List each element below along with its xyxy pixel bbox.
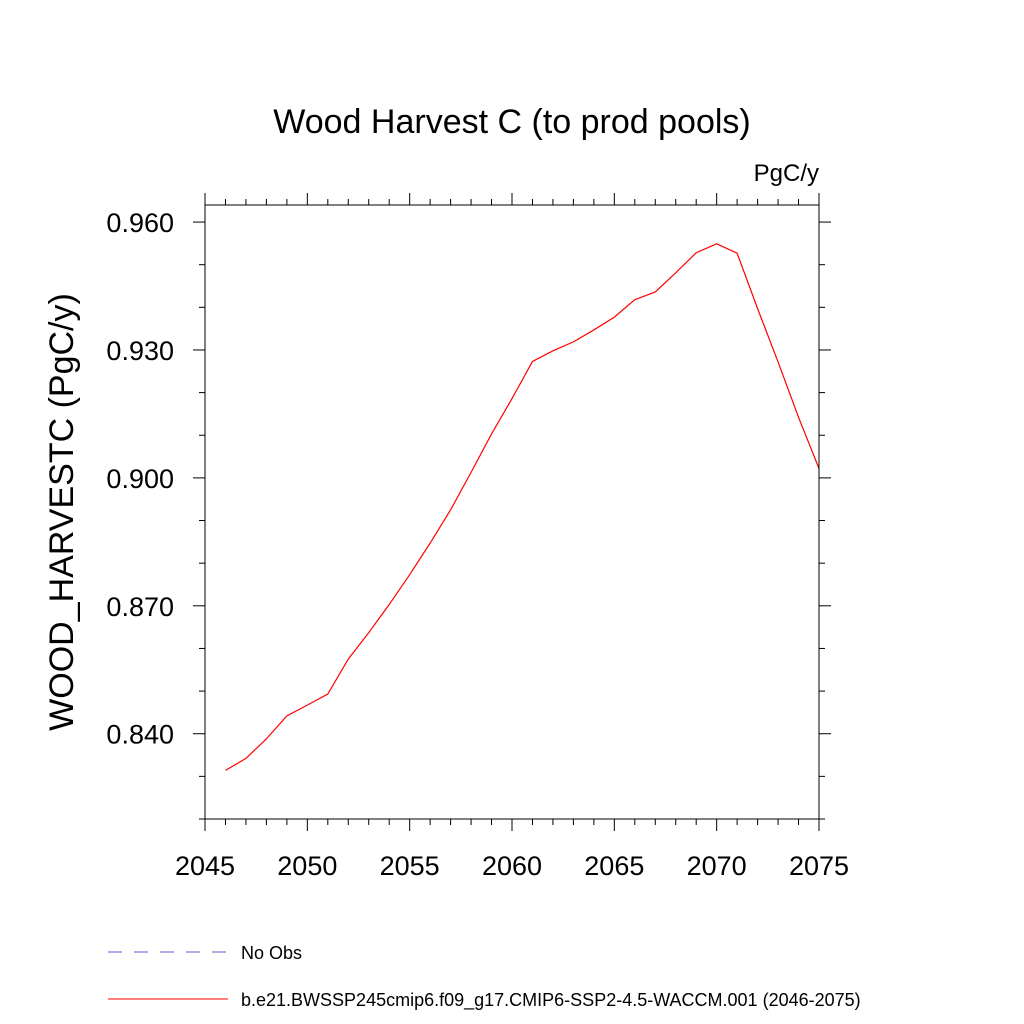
- legend-label-1: b.e21.BWSSP245cmip6.f09_g17.CMIP6-SSP2-4…: [241, 990, 861, 1011]
- series-lines: [225, 243, 820, 771]
- series-line-1: [225, 243, 820, 771]
- x-tick-label: 2055: [380, 851, 440, 881]
- plot-frame: [204, 204, 820, 820]
- y-tick-label: 0.960: [106, 208, 174, 238]
- x-tick-label: 2075: [789, 851, 849, 881]
- y-tick-label: 0.870: [106, 592, 174, 622]
- x-tick-label: 2045: [175, 851, 235, 881]
- legend-label-0: No Obs: [241, 943, 302, 963]
- y-tick-label: 0.900: [106, 464, 174, 494]
- units-label: PgC/y: [754, 160, 819, 187]
- x-tick-label: 2065: [584, 851, 644, 881]
- tick-labels: 2045 2050 2055 2060 2065 2070 2075 0.840 0.870 0.…: [106, 208, 849, 881]
- chart-title: Wood Harvest C (to prod pools): [273, 103, 750, 141]
- x-tick-label: 2060: [482, 851, 542, 881]
- x-tick-label: 2050: [277, 851, 337, 881]
- y-axis-label: WOOD_HARVESTC (PgC/y): [43, 293, 81, 731]
- y-tick-label: 0.840: [106, 720, 174, 750]
- legend: No Obs b.e21.BWSSP245cmip6.f09_g17.CMIP6-…: [108, 943, 861, 1011]
- axis-ticks: [193, 193, 831, 831]
- x-tick-label: 2070: [687, 851, 747, 881]
- y-tick-label: 0.930: [106, 336, 174, 366]
